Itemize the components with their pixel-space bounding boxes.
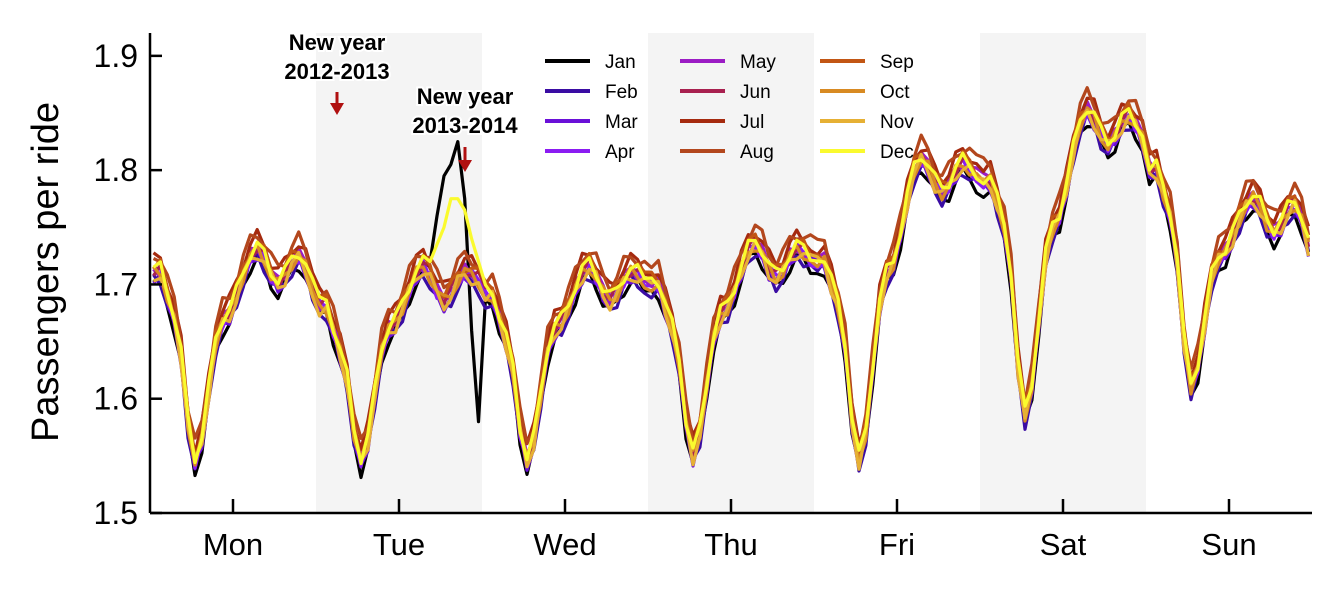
x-tick-label-fri: Fri: [879, 527, 915, 562]
legend-item-mar: Mar: [545, 112, 638, 133]
annotation-text: New year: [289, 30, 386, 55]
annotation-jan: New year 2012-2013: [282, 28, 392, 115]
annotation-text: New year: [417, 84, 514, 109]
x-tick-label-sun: Sun: [1201, 527, 1256, 562]
annotation-text: 2013-2014: [412, 113, 518, 138]
y-tick-label: 1.6: [94, 381, 138, 417]
legend: Jan Feb Mar Apr May Jun Jul Aug Sep Oct Nov Dec: [545, 52, 914, 163]
annotation-arrow-head: [458, 160, 472, 172]
legend-item-oct: Oct: [820, 82, 910, 103]
annotations: New year 2012-2013 New year 2013-2014: [282, 28, 520, 172]
legend-item-feb: Feb: [545, 82, 638, 103]
annotation-text: 2012-2013: [284, 59, 389, 84]
series-line-dec: [152, 107, 1310, 466]
legend-label: Jan: [605, 52, 636, 73]
legend-item-jul: Jul: [680, 112, 764, 133]
y-tick-label: 1.8: [94, 152, 138, 188]
legend-label: Dec: [880, 142, 914, 163]
x-tick-label-mon: Mon: [203, 527, 263, 562]
x-tick-label-sat: Sat: [1040, 527, 1087, 562]
series-lines: [152, 86, 1311, 480]
y-axis-label: Passengers per ride: [25, 102, 67, 442]
legend-item-jun: Jun: [680, 82, 771, 103]
legend-label: Aug: [740, 142, 774, 163]
legend-item-jan: Jan: [545, 52, 636, 73]
annotation-arrow-head: [330, 103, 344, 115]
legend-label: Feb: [605, 82, 638, 103]
legend-item-may: May: [680, 52, 776, 73]
legend-label: Nov: [880, 112, 914, 133]
axes: 1.5 1.6 1.7 1.8 1.9 Mon Tue Wed Thu Fri Sat Sun: [94, 33, 1312, 562]
y-tick-label: 1.5: [94, 495, 138, 531]
legend-label: Apr: [605, 142, 635, 163]
legend-item-sep: Sep: [820, 52, 914, 73]
legend-label: Jun: [740, 82, 771, 103]
y-tick-label: 1.9: [94, 38, 138, 74]
legend-label: Sep: [880, 52, 914, 73]
legend-label: Oct: [880, 82, 910, 103]
legend-item-apr: Apr: [545, 142, 635, 163]
x-tick-label-tue: Tue: [373, 527, 425, 562]
x-tick-label-thu: Thu: [704, 527, 757, 562]
legend-item-nov: Nov: [820, 112, 914, 133]
annotation-dec: New year 2013-2014: [410, 82, 520, 172]
legend-label: Mar: [605, 112, 638, 133]
legend-label: May: [740, 52, 776, 73]
legend-item-aug: Aug: [680, 142, 774, 163]
y-tick-label: 1.7: [94, 266, 138, 302]
x-tick-label-wed: Wed: [533, 527, 596, 562]
legend-label: Jul: [740, 112, 764, 133]
legend-item-dec: Dec: [820, 142, 914, 163]
